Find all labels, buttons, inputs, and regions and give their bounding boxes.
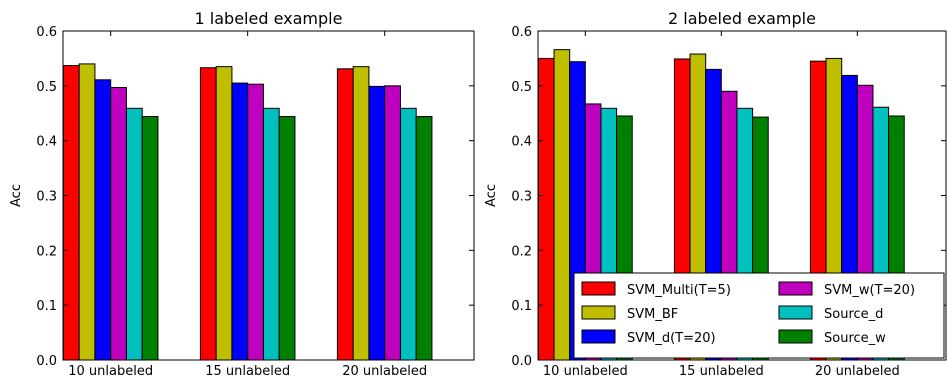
- legend-box: [573, 272, 945, 359]
- legend-label: SVM_Multi(T=5): [627, 283, 731, 298]
- legend-swatch: [778, 281, 813, 296]
- bar-SVM_d(T=20)-15 unlabeled: [231, 82, 249, 361]
- chart-title: 2 labeled example: [668, 9, 816, 28]
- bar-SVM_BF-10 unlabeled: [78, 63, 96, 361]
- bar-Source_d-20 unlabeled: [399, 107, 417, 361]
- y-tick-label: 0.5: [36, 80, 57, 95]
- y-tick-label: 0.1: [36, 299, 57, 314]
- x-tick-label: 15 unlabeled: [679, 364, 764, 379]
- legend-swatch: [778, 329, 813, 344]
- bar-SVM_w(T=20)-15 unlabeled: [247, 83, 264, 361]
- bar-Source_w-20 unlabeled: [415, 116, 433, 361]
- y-axis-label: Acc: [9, 184, 24, 207]
- chart-panel-2: 0.0 0.1 0.2 0.3 0.4 0.5 0.6 10 unlabeled 15 unla…: [484, 9, 947, 379]
- x-tick-label: 10 unlabeled: [68, 364, 153, 379]
- bar-SVM_w(T=20)-10 unlabeled: [110, 86, 127, 361]
- bar-SVM_BF-20 unlabeled: [352, 66, 370, 361]
- bar-SVM_w(T=20)-20 unlabeled: [384, 85, 401, 361]
- legend-label: Source_w: [824, 331, 886, 346]
- bar-SVM_BF-10 unlabeled: [553, 49, 571, 361]
- y-tick-label: 0.2: [36, 244, 57, 259]
- bar-SVM_Multi(T=5)-20 unlabeled: [336, 68, 354, 361]
- y-tick-label: 0.6: [511, 25, 532, 40]
- legend-swatch: [581, 329, 616, 344]
- x-tick-label: 10 unlabeled: [543, 364, 628, 379]
- legend-swatch: [581, 305, 616, 320]
- y-tick-label: 0.4: [511, 135, 532, 150]
- bar-SVM_d(T=20)-20 unlabeled: [368, 85, 386, 361]
- bar-SVM_BF-15 unlabeled: [215, 66, 233, 361]
- legend-label: Source_d: [824, 307, 883, 322]
- legend: SVM_Multi(T=5) SVM_BF SVM_d(T=20) SVM_w(T=2…: [573, 272, 945, 359]
- y-tick-label: 0.4: [36, 135, 57, 150]
- legend-label: SVM_BF: [627, 307, 678, 322]
- y-tick-label: 0.2: [511, 244, 532, 259]
- x-tick-label: 15 unlabeled: [205, 364, 290, 379]
- y-tick-label: 0.1: [511, 299, 532, 314]
- chart-title: 1 labeled example: [195, 9, 343, 28]
- y-tick-label: 0.0: [36, 354, 57, 369]
- legend-swatch: [778, 305, 813, 320]
- legend-label: SVM_d(T=20): [627, 331, 716, 346]
- y-tick-label: 0.0: [511, 354, 532, 369]
- y-tick-label: 0.3: [511, 190, 532, 205]
- bar-SVM_Multi(T=5)-10 unlabeled: [62, 65, 80, 361]
- y-tick-label: 0.5: [511, 80, 532, 95]
- bar-Source_d-15 unlabeled: [262, 107, 280, 361]
- bar-SVM_Multi(T=5)-15 unlabeled: [199, 67, 217, 361]
- bar-Source_d-10 unlabeled: [125, 107, 143, 361]
- bar-Source_w-15 unlabeled: [278, 116, 296, 361]
- legend-swatch: [581, 281, 616, 296]
- y-axis-label: Acc: [484, 184, 499, 207]
- x-tick-label: 20 unlabeled: [815, 364, 900, 379]
- bar-Source_w-10 unlabeled: [141, 116, 159, 361]
- chart-panel-1: 0.0 0.1 0.2 0.3 0.4 0.5 0.6 10 unlabeled 15 unla…: [9, 9, 475, 379]
- bar-SVM_Multi(T=5)-10 unlabeled: [537, 57, 555, 361]
- y-tick-label: 0.3: [36, 190, 57, 205]
- y-tick-label: 0.6: [36, 25, 57, 40]
- bar-SVM_d(T=20)-10 unlabeled: [94, 79, 112, 361]
- legend-label: SVM_w(T=20): [824, 283, 915, 298]
- x-tick-label: 20 unlabeled: [342, 364, 427, 379]
